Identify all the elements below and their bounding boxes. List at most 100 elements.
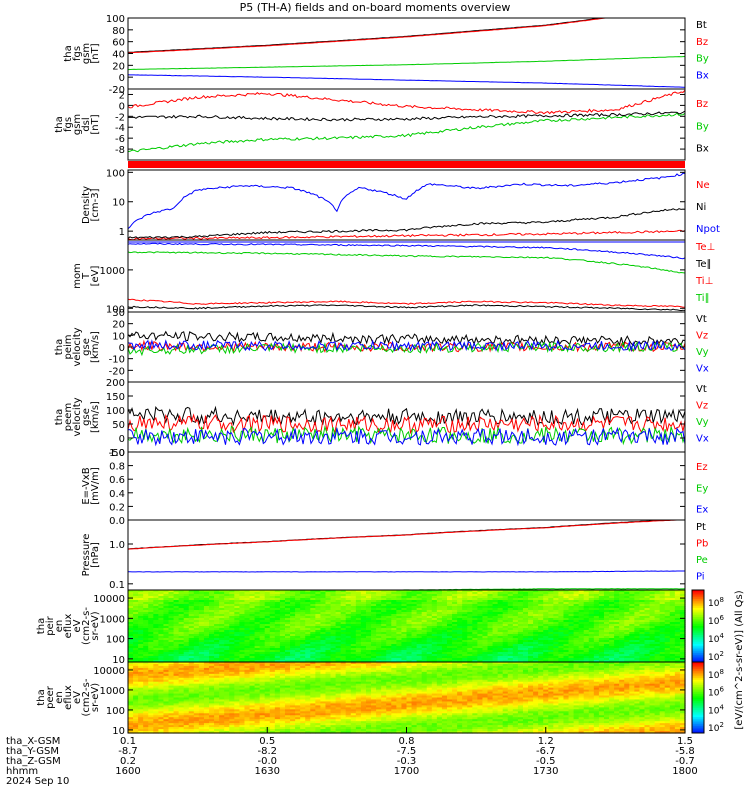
spectrogram-cell [371,614,377,617]
spectrogram-cell [421,634,428,637]
spectrogram-cell [538,632,544,635]
spectrogram-cell [578,618,585,621]
spectrogram-cell [148,598,154,601]
spectrogram-cell [497,600,504,603]
spectrogram-cell [522,638,529,641]
spectrogram-cell [133,663,139,667]
spectrogram-cell [512,650,519,653]
spectrogram-cell [168,590,175,593]
spectrogram-cell [178,731,185,734]
spectrogram-cell [128,719,134,722]
spectrogram-cell [188,642,195,645]
spectrogram-cell [203,691,210,695]
spectrogram-cell [219,650,225,653]
spectrogram-cell [609,638,615,641]
spectrogram-cell [391,642,397,645]
spectrogram-cell [188,658,195,661]
spectrogram-cell [416,630,423,633]
spectrogram-cell [249,590,256,593]
spectrogram-cell [639,590,646,593]
spectrogram-cell [477,596,484,599]
spectrogram-cell [325,594,332,597]
colorbar-segment [692,626,704,629]
spectrogram-cell [482,638,489,641]
spectrogram-cell [624,638,630,641]
spectrogram-cell [431,594,438,597]
spectrogram-cell [588,604,595,607]
spectrogram-cell [452,624,458,627]
spectrogram-cell [436,610,443,613]
spectrogram-cell [214,618,220,621]
spectrogram-cell [578,630,585,633]
spectrogram-cell [447,594,453,597]
spectrogram-cell [335,656,342,659]
spectrogram-cell [163,711,170,714]
spectrogram-cell [128,727,134,730]
spectrogram-cell [254,656,261,659]
spectrogram-cell [340,658,347,661]
spectrogram-cell [214,630,220,633]
spectrogram-cell [138,660,144,663]
spectrogram-cell [528,616,534,619]
spectrogram-cell [517,626,524,629]
legend-Pi: Pi [696,572,705,583]
spectrogram-cell [512,630,519,633]
spectrogram-cell [173,703,180,706]
spectrogram-cell [158,614,165,617]
spectrogram-cell [462,592,468,595]
spectrogram-cell [198,691,205,695]
spectrogram-cell [168,662,175,665]
spectrogram-cell [609,598,615,601]
spectrogram-cell [447,618,453,621]
spectrogram-cell [264,626,271,629]
spectrogram-cell [239,630,246,633]
spectrogram-cell [224,677,230,681]
spectrogram-cell [457,616,463,619]
spectrogram-cell [588,640,595,643]
spectrogram-cell [649,646,656,649]
spectrogram-cell [588,656,595,659]
spectrogram-cell [462,608,468,611]
spectrogram-cell [558,654,565,657]
spectrogram-cell [259,590,266,593]
spectrogram-cell [573,652,580,655]
spectrogram-cell [391,650,397,653]
spectrogram-cell [502,642,509,645]
spectrogram-cell [609,592,615,595]
spectrogram-cell [203,628,210,631]
spectrogram-cell [396,600,403,603]
spectrogram-cell [168,731,175,734]
spectrogram-cell [153,610,159,613]
spectrogram-cell [274,640,281,643]
spectrogram-cell [477,640,484,643]
spectrogram-cell [436,638,443,641]
spectrogram-cell [168,689,175,693]
spectrogram-cell [315,626,322,629]
spectrogram-cell [568,640,575,643]
spectrogram-cell [517,642,524,645]
spectrogram-cell [512,632,519,635]
spectrogram-cell [183,620,190,623]
spectrogram-cell [614,618,620,621]
spectrogram-cell [573,616,580,619]
spectrogram-cell [593,602,600,605]
spectrogram-cell [497,590,504,593]
spectrogram-cell [492,644,499,647]
spectrogram-cell [482,592,489,595]
spectrogram-cell [411,592,418,595]
spectrogram-cell [634,614,641,617]
spectrogram-cell [593,642,600,645]
spectrogram-cell [345,660,352,663]
spectrogram-cell [553,642,560,645]
spectrogram-cell [305,618,311,621]
spectrogram-cell [614,644,620,647]
spectrogram-cell [168,707,175,710]
spectrogram-cell [203,703,210,706]
spectrogram-cell [563,600,570,603]
spectrogram-cell [355,596,362,599]
spectrogram-cell [654,632,661,635]
spectrogram-cell [310,638,316,641]
spectrogram-cell [391,600,397,603]
spectrogram-cell [229,683,235,687]
spectrogram-cell [543,594,549,597]
